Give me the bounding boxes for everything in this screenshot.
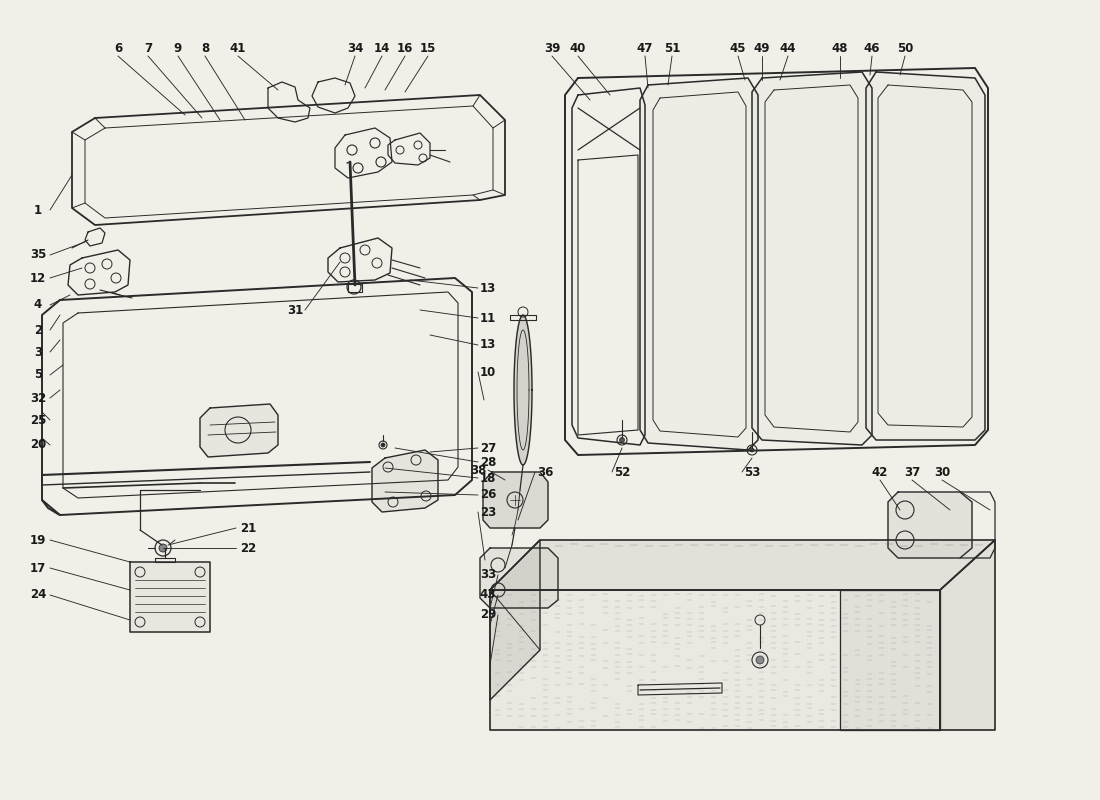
Text: 20: 20	[30, 438, 46, 451]
Polygon shape	[480, 548, 558, 608]
Polygon shape	[200, 404, 278, 457]
Text: 33: 33	[480, 569, 496, 582]
Text: 1: 1	[34, 203, 42, 217]
Polygon shape	[640, 78, 758, 450]
Text: 52: 52	[614, 466, 630, 478]
Text: 16: 16	[397, 42, 414, 54]
Text: 6: 6	[114, 42, 122, 54]
Text: 11: 11	[480, 311, 496, 325]
Text: 26: 26	[480, 489, 496, 502]
Polygon shape	[752, 72, 872, 445]
Text: 47: 47	[637, 42, 653, 54]
Text: 7: 7	[144, 42, 152, 54]
Polygon shape	[940, 540, 996, 730]
Text: 31: 31	[287, 303, 304, 317]
Text: 34: 34	[346, 42, 363, 54]
Text: 51: 51	[663, 42, 680, 54]
Text: 25: 25	[30, 414, 46, 426]
Text: 40: 40	[570, 42, 586, 54]
Text: 19: 19	[30, 534, 46, 546]
Text: 35: 35	[30, 249, 46, 262]
Text: 27: 27	[480, 442, 496, 454]
Text: 50: 50	[896, 42, 913, 54]
Polygon shape	[490, 540, 540, 700]
Polygon shape	[490, 590, 940, 730]
Circle shape	[381, 443, 385, 447]
Polygon shape	[130, 562, 210, 632]
Circle shape	[619, 438, 625, 442]
Text: 8: 8	[201, 42, 209, 54]
Text: 18: 18	[480, 471, 496, 485]
Text: 22: 22	[240, 542, 256, 554]
Text: 14: 14	[374, 42, 390, 54]
Text: 38: 38	[470, 463, 486, 477]
Polygon shape	[840, 590, 940, 730]
Polygon shape	[888, 492, 972, 558]
Polygon shape	[483, 472, 548, 528]
Text: 15: 15	[420, 42, 437, 54]
Text: 24: 24	[30, 589, 46, 602]
Text: 49: 49	[754, 42, 770, 54]
Text: 29: 29	[480, 609, 496, 622]
Text: 37: 37	[904, 466, 920, 478]
Polygon shape	[490, 540, 996, 590]
Text: 30: 30	[934, 466, 950, 478]
Text: 43: 43	[480, 589, 496, 602]
Text: 9: 9	[174, 42, 183, 54]
Polygon shape	[866, 72, 984, 440]
Text: 3: 3	[34, 346, 42, 358]
Text: 4: 4	[34, 298, 42, 311]
Text: 5: 5	[34, 369, 42, 382]
Text: 45: 45	[729, 42, 746, 54]
Text: 23: 23	[480, 506, 496, 518]
Text: 44: 44	[780, 42, 796, 54]
Text: 13: 13	[480, 338, 496, 351]
Text: 21: 21	[240, 522, 256, 534]
Text: 12: 12	[30, 271, 46, 285]
Text: 13: 13	[480, 282, 496, 294]
Text: 39: 39	[543, 42, 560, 54]
Text: 32: 32	[30, 391, 46, 405]
Text: 28: 28	[480, 455, 496, 469]
Text: 42: 42	[872, 466, 888, 478]
Text: 36: 36	[537, 466, 553, 478]
Text: 41: 41	[230, 42, 246, 54]
Text: 2: 2	[34, 323, 42, 337]
Text: 17: 17	[30, 562, 46, 574]
Circle shape	[160, 544, 167, 552]
Circle shape	[756, 656, 764, 664]
Text: 46: 46	[864, 42, 880, 54]
Polygon shape	[372, 450, 438, 512]
Text: 10: 10	[480, 366, 496, 378]
Text: 53: 53	[744, 466, 760, 478]
Polygon shape	[514, 315, 532, 465]
Text: 48: 48	[832, 42, 848, 54]
Circle shape	[750, 448, 754, 452]
